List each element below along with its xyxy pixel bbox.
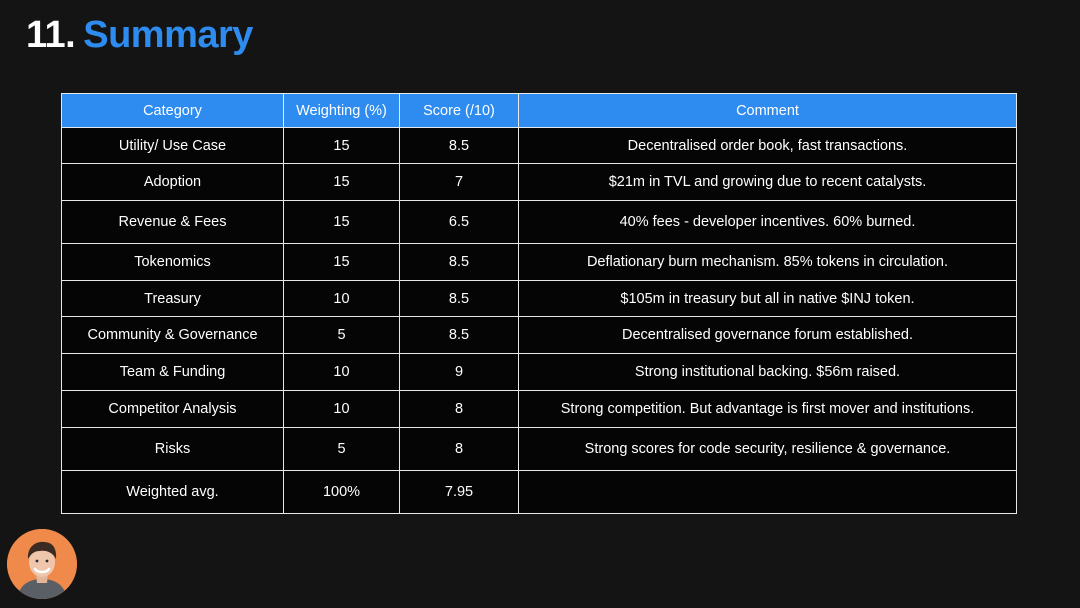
cell-comment: Strong competition. But advantage is fir… [518,390,1017,428]
cell-score: 8 [399,427,519,471]
table-row: Treasury 10 8.5 $105m in treasury but al… [61,280,1017,317]
cell-weighting: 15 [283,243,400,281]
table-row: Community & Governance 5 8.5 Decentralis… [61,316,1017,354]
table-row: Adoption 15 7 $21m in TVL and growing du… [61,163,1017,201]
cell-score: 9 [399,353,519,391]
cell-category: Competitor Analysis [61,390,284,428]
cell-score: 8 [399,390,519,428]
header-weighting: Weighting (%) [283,93,400,128]
cell-score: 8.5 [399,243,519,281]
cell-weighting: 10 [283,280,400,317]
table-row: Risks 5 8 Strong scores for code securit… [61,427,1017,471]
presenter-avatar [7,529,77,599]
cell-score: 8.5 [399,127,519,164]
cell-weighting: 5 [283,316,400,354]
cell-category: Risks [61,427,284,471]
summary-table: Category Weighting (%) Score (/10) Comme… [61,93,1017,514]
table-row: Competitor Analysis 10 8 Strong competit… [61,390,1017,428]
cell-weighting: 10 [283,353,400,391]
cell-weighting: 5 [283,427,400,471]
table-row: Utility/ Use Case 15 8.5 Decentralised o… [61,127,1017,164]
cell-weighting: 15 [283,127,400,164]
cell-category: Treasury [61,280,284,317]
table-row: Tokenomics 15 8.5 Deflationary burn mech… [61,243,1017,281]
cell-category: Team & Funding [61,353,284,391]
table-row-total: Weighted avg. 100% 7.95 [61,470,1017,514]
header-comment: Comment [518,93,1017,128]
cell-comment: 40% fees - developer incentives. 60% bur… [518,200,1017,244]
cell-comment: Decentralised governance forum establish… [518,316,1017,354]
cell-category: Adoption [61,163,284,201]
slide-title: Summary [83,14,253,56]
slide-number: 11. [26,14,76,56]
cell-category: Tokenomics [61,243,284,281]
page-title: 11. Summary [26,14,253,57]
cell-category: Community & Governance [61,316,284,354]
cell-weighting: 15 [283,200,400,244]
cell-score: 8.5 [399,280,519,317]
cell-weighting: 100% [283,470,400,514]
header-score: Score (/10) [399,93,519,128]
table-row: Revenue & Fees 15 6.5 40% fees - develop… [61,200,1017,244]
cell-score: 7 [399,163,519,201]
cell-comment: Strong institutional backing. $56m raise… [518,353,1017,391]
cell-comment: $21m in TVL and growing due to recent ca… [518,163,1017,201]
cell-score: 7.95 [399,470,519,514]
header-category: Category [61,93,284,128]
cell-score: 8.5 [399,316,519,354]
cell-weighting: 10 [283,390,400,428]
table-row: Team & Funding 10 9 Strong institutional… [61,353,1017,391]
cell-score: 6.5 [399,200,519,244]
person-icon [7,529,77,599]
cell-comment: $105m in treasury but all in native $INJ… [518,280,1017,317]
cell-comment: Decentralised order book, fast transacti… [518,127,1017,164]
cell-comment: Strong scores for code security, resilie… [518,427,1017,471]
table-header-row: Category Weighting (%) Score (/10) Comme… [61,93,1017,128]
cell-category: Utility/ Use Case [61,127,284,164]
cell-comment [518,470,1017,514]
cell-weighting: 15 [283,163,400,201]
cell-comment: Deflationary burn mechanism. 85% tokens … [518,243,1017,281]
cell-category: Weighted avg. [61,470,284,514]
cell-category: Revenue & Fees [61,200,284,244]
